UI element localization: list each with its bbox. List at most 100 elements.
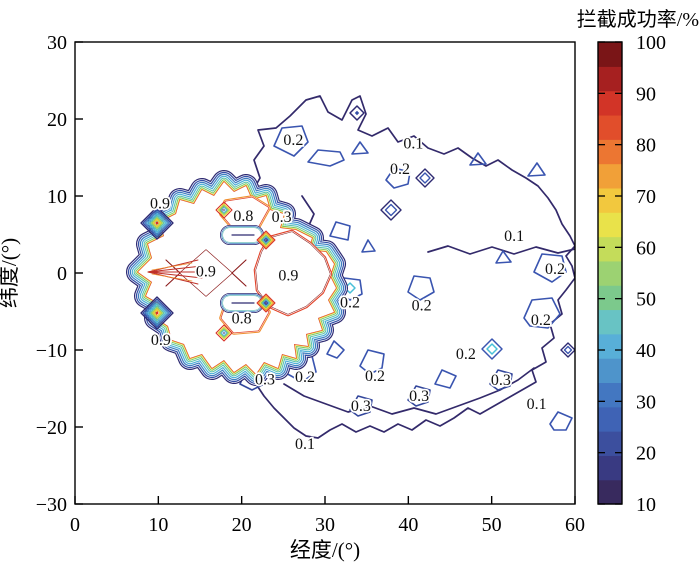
colorbar xyxy=(598,42,622,505)
colorbar-band xyxy=(598,90,622,116)
contour-ring xyxy=(257,294,275,312)
contour-ring xyxy=(481,338,503,360)
contour-line xyxy=(359,349,385,375)
colorbar-band xyxy=(598,139,622,165)
contour-ring xyxy=(260,234,272,246)
y-tick-label: 20 xyxy=(47,109,67,131)
colorbar-band xyxy=(598,285,622,311)
contour-ring xyxy=(380,199,402,221)
contour-label: 0.9 xyxy=(278,267,298,284)
contour-line xyxy=(407,275,435,301)
contour-label: 0.9 xyxy=(196,263,216,280)
contour-ring xyxy=(140,296,174,330)
contour-label: 0.3 xyxy=(272,209,292,226)
colorbar-border xyxy=(597,41,623,505)
colorbar-band xyxy=(598,187,622,213)
contour-line xyxy=(151,273,193,282)
contour-line xyxy=(326,340,345,359)
contour-ring xyxy=(142,298,172,328)
contour-label: 0.2 xyxy=(283,132,303,149)
colorbar-band xyxy=(598,406,622,432)
colorbar-band xyxy=(598,212,622,238)
contour-ring xyxy=(151,217,163,229)
contour-lines xyxy=(126,95,575,439)
contour-ring xyxy=(215,201,233,219)
y-axis-title: 纬度/(°) xyxy=(0,238,21,308)
colorbar-tick-label: 30 xyxy=(636,391,656,413)
contour-line xyxy=(151,262,193,271)
colorbar-band xyxy=(598,455,622,481)
contour-label: 0.1 xyxy=(295,436,315,453)
contour-ring xyxy=(152,308,162,318)
contour-ring xyxy=(217,326,231,340)
contour-ring xyxy=(219,328,229,338)
contour-ring xyxy=(220,329,228,337)
y-axis-ticks: 30 20 10 0 −10 −20 −30 xyxy=(36,32,83,516)
contour-line xyxy=(147,271,203,279)
contour-line xyxy=(231,272,247,287)
contour-label: 0.8 xyxy=(233,208,253,225)
colorbar-band xyxy=(598,42,622,67)
colorbar-ticks: 100 90 80 70 60 50 40 30 20 10 xyxy=(598,32,666,516)
contour-ring xyxy=(263,300,269,306)
contour-label: 0.2 xyxy=(295,369,315,386)
colorbar-tick-label: 60 xyxy=(636,237,656,259)
contour-ring xyxy=(263,237,269,243)
contour-label: 0.2 xyxy=(390,161,410,178)
contour-label: 0.1 xyxy=(527,396,547,413)
contour-line xyxy=(434,369,457,389)
x-axis-ticks: 0 10 20 30 40 50 60 xyxy=(70,496,585,536)
contour-ring xyxy=(151,307,163,319)
colorbar-tick-label: 40 xyxy=(636,340,656,362)
contour-ring xyxy=(149,215,165,231)
colorbar-band xyxy=(598,382,622,408)
contour-label: 0.3 xyxy=(351,398,371,415)
contour-label: 0.2 xyxy=(365,368,385,385)
colorbar-band xyxy=(598,260,622,286)
contour-line xyxy=(239,95,575,439)
contour-line xyxy=(329,221,351,241)
x-tick-label: 0 xyxy=(70,514,80,536)
contour-ring xyxy=(415,168,435,188)
y-tick-label: 30 xyxy=(47,32,67,54)
contour-ring xyxy=(262,299,270,307)
contour-ring xyxy=(262,236,270,244)
y-tick-label: −20 xyxy=(36,417,67,439)
contour-core xyxy=(223,209,225,211)
contour-line xyxy=(351,141,369,155)
y-tick-label: −30 xyxy=(36,494,67,516)
contour-ring xyxy=(419,172,431,184)
contour-ring xyxy=(486,343,498,355)
contour-core xyxy=(265,302,267,304)
contour-ring xyxy=(142,208,172,238)
contour-ring xyxy=(152,218,162,228)
x-axis-title: 经度/(°) xyxy=(290,538,360,562)
contour-ring xyxy=(146,212,168,234)
contour-ring xyxy=(563,345,573,355)
colorbar-band xyxy=(598,333,622,359)
contour-ring xyxy=(149,305,165,321)
x-tick-label: 50 xyxy=(482,514,502,536)
contour-ring xyxy=(144,300,170,326)
contour-label: 0.3 xyxy=(409,388,429,405)
contour-ring xyxy=(256,293,276,313)
y-tick-label: −10 xyxy=(36,340,67,362)
y-tick-label: 10 xyxy=(47,186,67,208)
contour-core xyxy=(155,221,159,225)
x-tick-label: 40 xyxy=(398,514,418,536)
contour-core xyxy=(223,332,225,334)
contour-label-layer: 0.9 0.9 0.9 0.9 0.8 0.8 0.3 0.3 0.3 0.3 0.3 0.2 0.2 0… xyxy=(148,130,567,455)
colorbar-band xyxy=(598,114,622,140)
colorbar-tick-label: 20 xyxy=(636,443,656,465)
x-tick-label: 60 xyxy=(565,514,585,536)
x-tick-label: 20 xyxy=(232,514,252,536)
contour-label: 0.3 xyxy=(491,372,511,389)
contour-ring xyxy=(220,206,228,214)
colorbar-band xyxy=(598,309,622,335)
colorbar-band xyxy=(598,479,622,505)
contour-fill xyxy=(222,198,268,228)
contour-line xyxy=(273,125,309,157)
contour-line xyxy=(489,369,513,391)
